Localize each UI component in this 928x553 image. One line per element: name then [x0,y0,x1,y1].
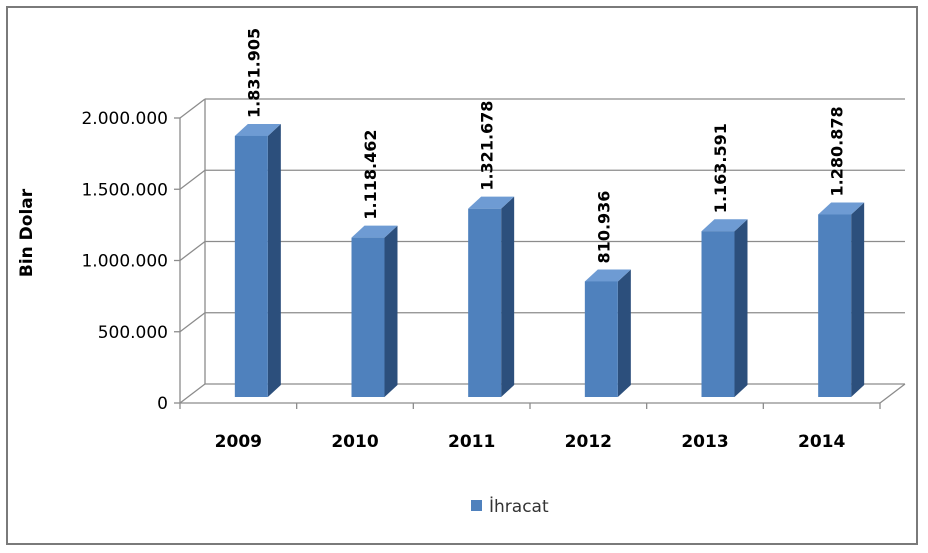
x-tick-label: 2010 [331,432,378,452]
data-label: 1.831.905 [244,28,263,118]
data-labels: 1.831.905 1.118.462 1.321.678 810.936 1.163.… [244,28,846,264]
bar-top [818,202,865,215]
chart-frame [6,6,918,545]
x-tick-label: 2014 [798,432,845,452]
bar-side [267,123,281,397]
gridline-slant [179,98,206,119]
bar [818,202,865,397]
bar-side [384,225,398,397]
bar-side [734,219,748,397]
bar [351,225,398,397]
bar [701,219,748,397]
bar-top [234,123,281,136]
data-label: 1.163.591 [711,123,730,213]
legend-swatch [471,500,482,511]
bar-front [351,237,385,397]
legend: İhracat [471,496,549,517]
grid-lines [179,98,905,404]
bar-top [701,219,748,232]
data-label: 810.936 [594,191,613,264]
bar-top [584,269,631,282]
data-label: 1.321.678 [478,101,497,191]
bar [584,269,631,397]
bar-side [501,196,515,397]
gridline-slant [179,169,206,190]
gridline-slant [179,383,206,404]
bar-front [701,231,735,397]
y-tick-labels: 0 500.000 1.000.000 1.500.000 2.000.000 [81,109,168,414]
y-tick-label: 1.500.000 [81,180,168,200]
y-tick-label: 500.000 [98,323,168,343]
x-tick-label: 2009 [215,432,262,452]
y-tick-label: 1.000.000 [81,252,168,272]
bar-front [584,281,618,397]
y-axis-label: Bin Dolar [17,188,37,277]
axes [174,99,906,409]
x-tick-label: 2013 [681,432,728,452]
data-label: 1.280.878 [828,106,847,196]
x-tick-label: 2011 [448,432,495,452]
bar-side [851,202,865,397]
bar-front [468,208,502,397]
x-tick-label: 2012 [565,432,612,452]
bar-side [617,269,631,397]
bar-front [234,135,268,397]
gridline-slant [179,240,206,262]
x-tick-labels: 2009 2010 2011 2012 2013 2014 [215,432,846,452]
floor-edge [879,383,906,404]
y-tick-label: 2.000.000 [81,109,168,129]
bar [234,123,281,397]
bar-front [818,214,852,397]
legend-label: İhracat [489,496,549,517]
gridline-slant [179,312,206,333]
bar [468,196,515,397]
bar-top [351,225,398,238]
data-label: 1.118.462 [361,130,380,220]
bars [234,123,865,397]
bar-top [468,196,515,209]
y-tick-label: 0 [157,394,168,414]
